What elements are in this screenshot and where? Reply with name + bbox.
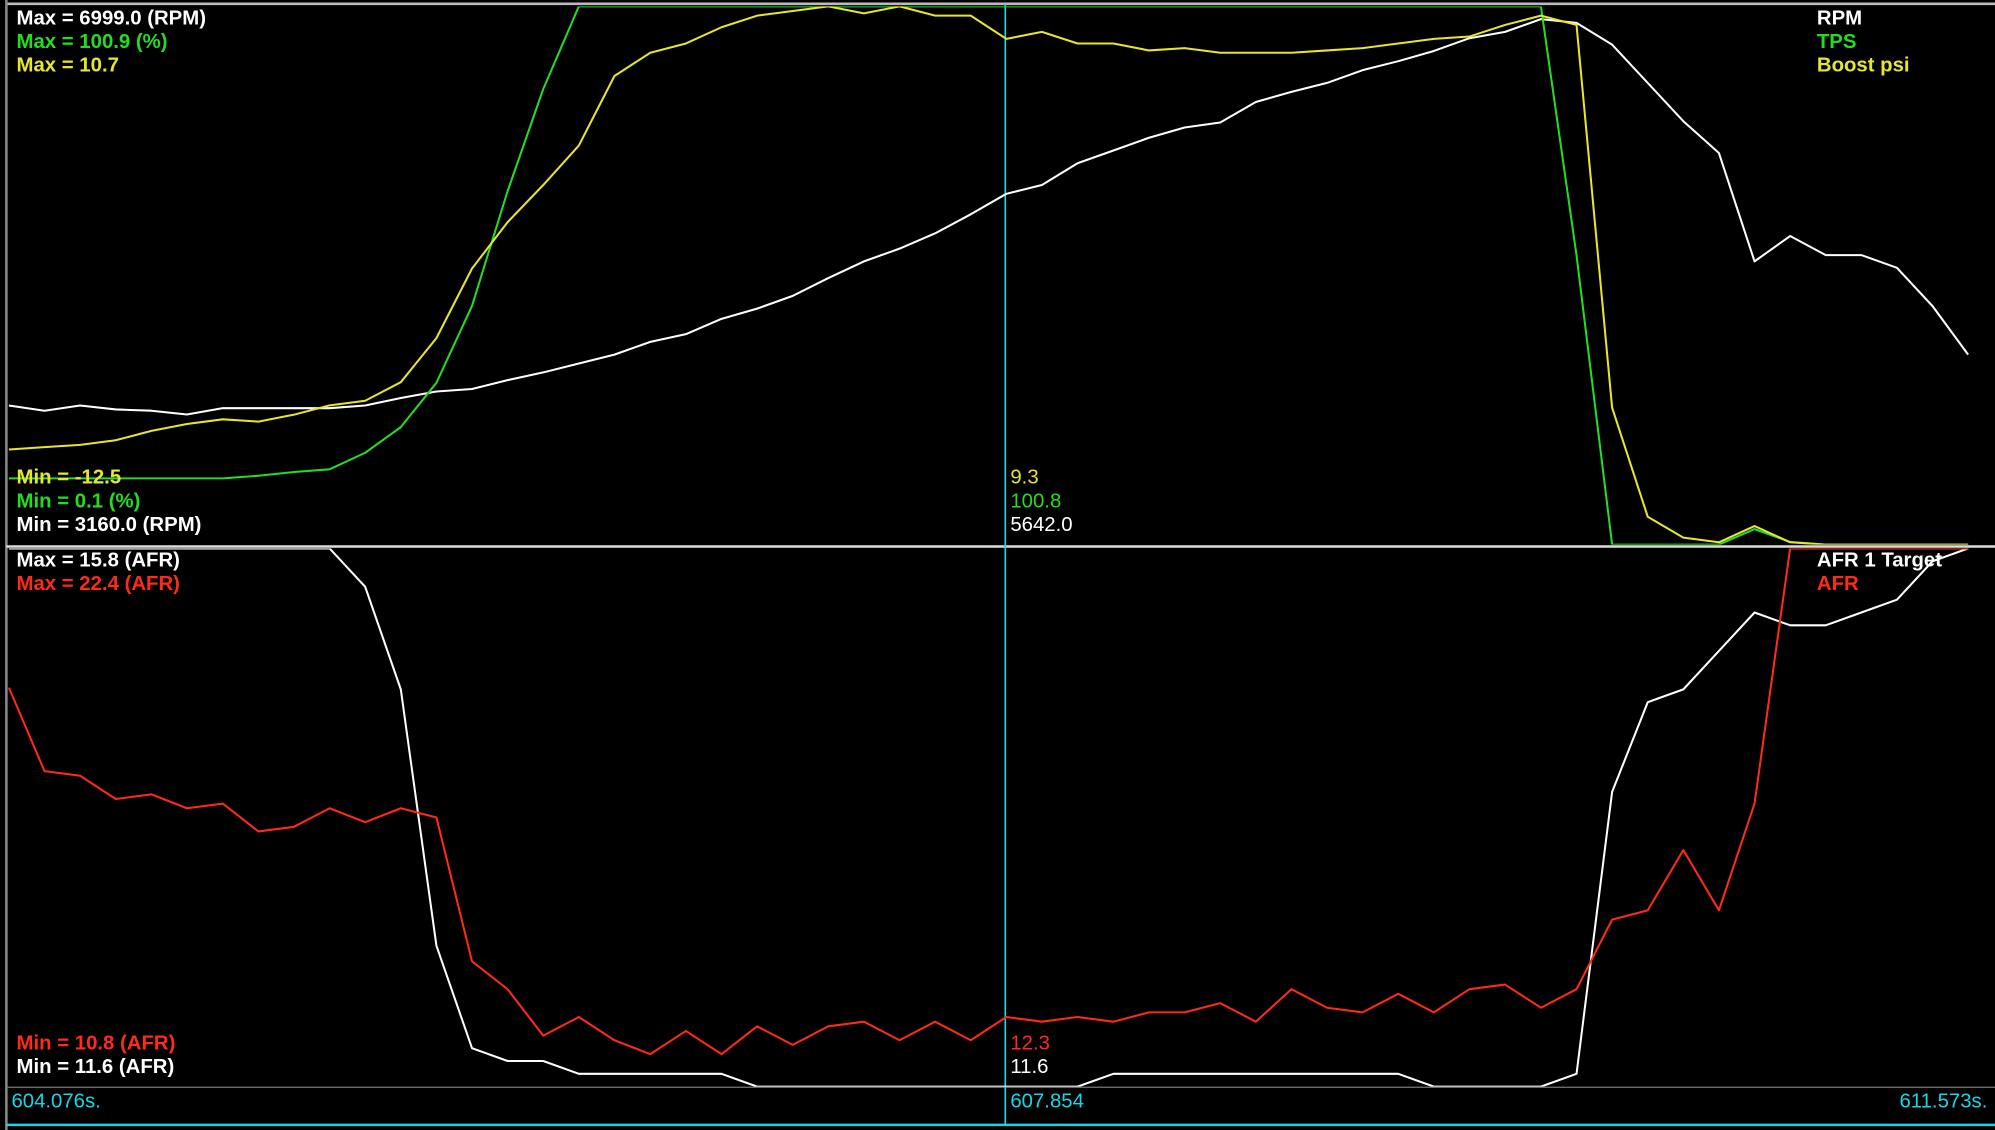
max-label: Max = 15.8 (AFR) bbox=[17, 550, 180, 572]
cursor-value: 9.3 bbox=[1010, 467, 1038, 489]
max-label: Max = 6999.0 (RPM) bbox=[17, 8, 206, 30]
series-line bbox=[8, 6, 1969, 545]
min-label: Min = 3160.0 (RPM) bbox=[17, 514, 202, 536]
legend-entry: Boost psi bbox=[1817, 55, 1910, 77]
min-label: Min = 10.8 (AFR) bbox=[17, 1032, 176, 1054]
cursor-value: 5642.0 bbox=[1010, 514, 1072, 536]
max-label: Max = 22.4 (AFR) bbox=[17, 573, 180, 595]
series-line bbox=[8, 548, 1969, 1087]
cursor-value: 11.6 bbox=[1010, 1056, 1048, 1078]
min-label: Min = 0.1 (%) bbox=[17, 490, 141, 512]
max-label: Max = 100.9 (%) bbox=[17, 31, 168, 53]
series-line bbox=[8, 18, 1969, 416]
min-label: Min = 11.6 (AFR) bbox=[17, 1056, 175, 1078]
series-line bbox=[8, 6, 1969, 545]
legend-entry: AFR bbox=[1817, 573, 1859, 595]
time-label: 604.076s. bbox=[11, 1090, 100, 1112]
cursor-value: 100.8 bbox=[1010, 490, 1061, 512]
cursor-value: 12.3 bbox=[1010, 1032, 1050, 1054]
min-label: Min = -12.5 bbox=[17, 467, 122, 489]
legend-entry: AFR 1 Target bbox=[1817, 550, 1942, 572]
max-label: Max = 10.7 bbox=[17, 55, 119, 77]
series-line bbox=[7, 548, 1969, 1056]
legend-entry: TPS bbox=[1817, 31, 1857, 53]
time-label: 611.573s. bbox=[1899, 1090, 1987, 1112]
legend-entry: RPM bbox=[1817, 8, 1862, 30]
cursor-time-label: 607.854 bbox=[1010, 1090, 1084, 1112]
